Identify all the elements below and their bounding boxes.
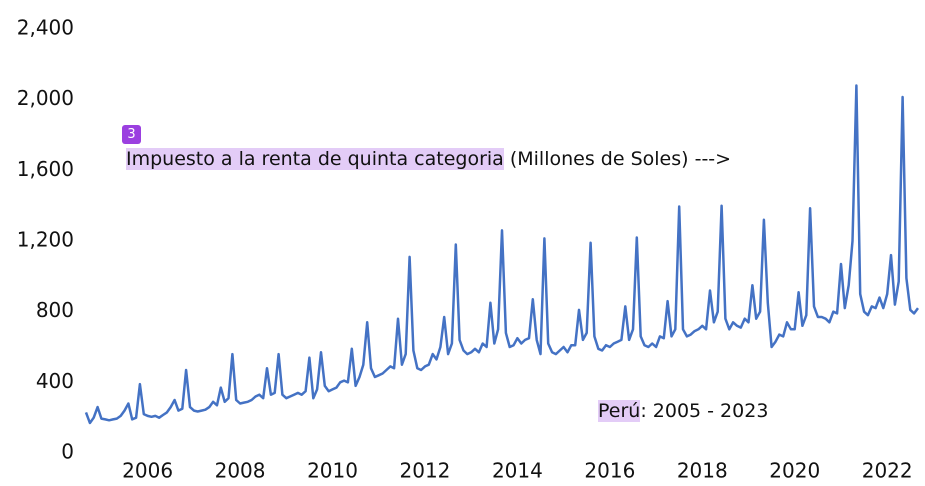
x-tick-label: 2020 <box>769 459 820 483</box>
x-tick-label: 2016 <box>584 459 635 483</box>
y-tick-label: 400 <box>36 369 74 393</box>
x-tick-label: 2006 <box>122 459 173 483</box>
annotation: Perú: 2005 - 2023 <box>598 400 768 422</box>
annotation-text: (Millones de Soles) ---> <box>503 148 732 170</box>
x-tick-label: 2022 <box>862 459 913 483</box>
x-tick-label: 2010 <box>307 459 358 483</box>
x-tick-label: 2012 <box>400 459 451 483</box>
annotation: Impuesto a la renta de quinta categoria … <box>126 148 731 170</box>
annotation-text: : 2005 - 2023 <box>640 400 769 422</box>
y-tick-label: 0 <box>61 440 74 464</box>
x-tick-label: 2018 <box>677 459 728 483</box>
y-tick-label: 1,600 <box>17 157 74 181</box>
y-tick-label: 2,000 <box>17 86 74 110</box>
y-tick-label: 1,200 <box>17 228 74 252</box>
x-tick-label: 2008 <box>215 459 266 483</box>
x-tick-label: 2014 <box>492 459 543 483</box>
y-tick-label: 800 <box>36 298 74 322</box>
line-series <box>84 84 920 425</box>
annotation-highlight: Impuesto a la renta de quinta categoria <box>126 148 504 170</box>
y-tick-label: 2,400 <box>17 16 74 40</box>
badge: 3 <box>122 125 141 144</box>
annotation-highlight: Perú <box>598 400 641 422</box>
